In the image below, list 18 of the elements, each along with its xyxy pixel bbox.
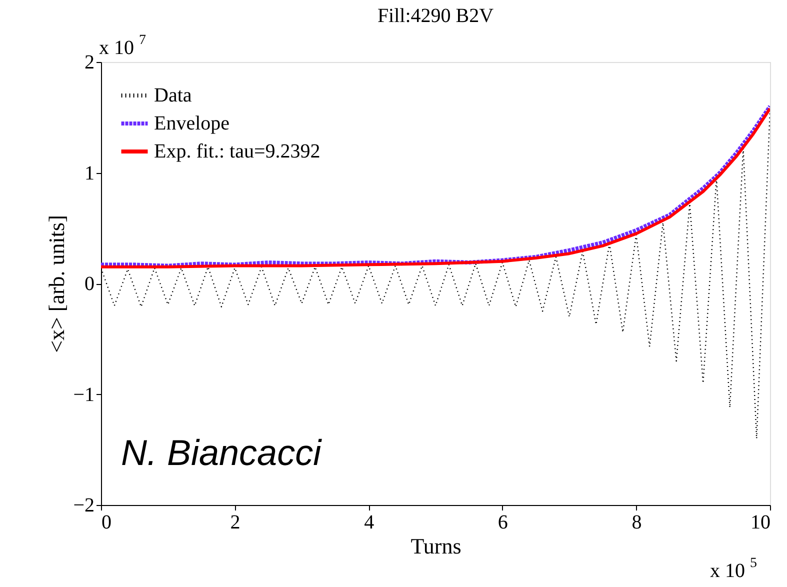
y-axis-title: <x> [arb. units]	[44, 215, 70, 353]
x-axis-title: Turns	[410, 534, 462, 558]
y-tick-label: 2	[84, 52, 94, 74]
x-tick-label: 2	[230, 512, 240, 534]
y-tick-label: 1	[84, 162, 94, 184]
y-tick-label: −1	[73, 384, 94, 406]
legend-label: Exp. fit.: tau=9.2392	[154, 140, 320, 162]
x-tick-label: 10	[750, 512, 770, 534]
x-tick-label: 6	[498, 512, 508, 534]
x-tick-label: 8	[632, 512, 642, 534]
x-tick-label: 4	[364, 512, 374, 534]
y-tick-label: −2	[73, 494, 94, 516]
legend-label: Data	[154, 84, 192, 106]
y-tick-label: 0	[84, 273, 94, 295]
legend-label: Envelope	[154, 112, 230, 134]
chart-title: Fill:4290 B2V	[377, 5, 494, 27]
annotation: N. Biancacci	[121, 432, 322, 473]
x-tick-label: 0	[102, 512, 112, 534]
